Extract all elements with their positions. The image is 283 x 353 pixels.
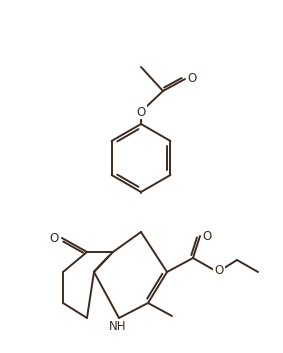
Text: O: O <box>136 106 146 119</box>
Text: O: O <box>202 229 212 243</box>
Text: O: O <box>215 263 224 276</box>
Text: O: O <box>49 232 59 245</box>
Text: O: O <box>187 72 197 85</box>
Text: NH: NH <box>109 319 127 333</box>
